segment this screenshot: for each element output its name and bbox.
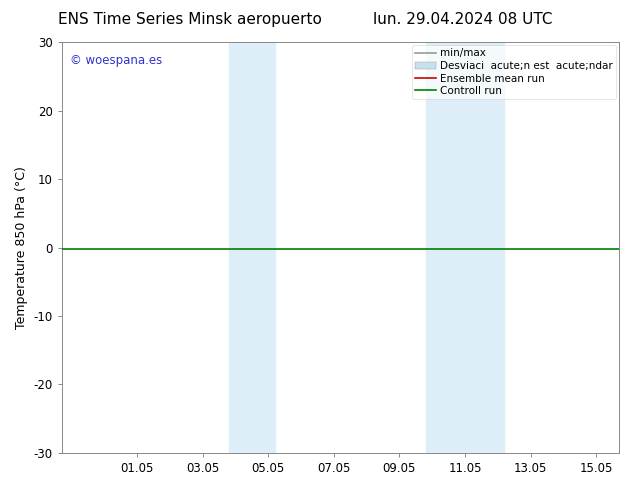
Y-axis label: Temperature 850 hPa (°C): Temperature 850 hPa (°C) (15, 166, 28, 329)
Text: ENS Time Series Minsk aeropuerto: ENS Time Series Minsk aeropuerto (58, 12, 322, 27)
Text: © woespana.es: © woespana.es (70, 54, 162, 68)
Bar (449, 42, 504, 453)
Text: lun. 29.04.2024 08 UTC: lun. 29.04.2024 08 UTC (373, 12, 553, 27)
Bar (252, 42, 275, 453)
Bar (425, 42, 449, 453)
Legend: min/max, Desviaci  acute;n est  acute;ndar, Ensemble mean run, Controll run: min/max, Desviaci acute;n est acute;ndar… (412, 45, 616, 99)
Bar (229, 42, 252, 453)
